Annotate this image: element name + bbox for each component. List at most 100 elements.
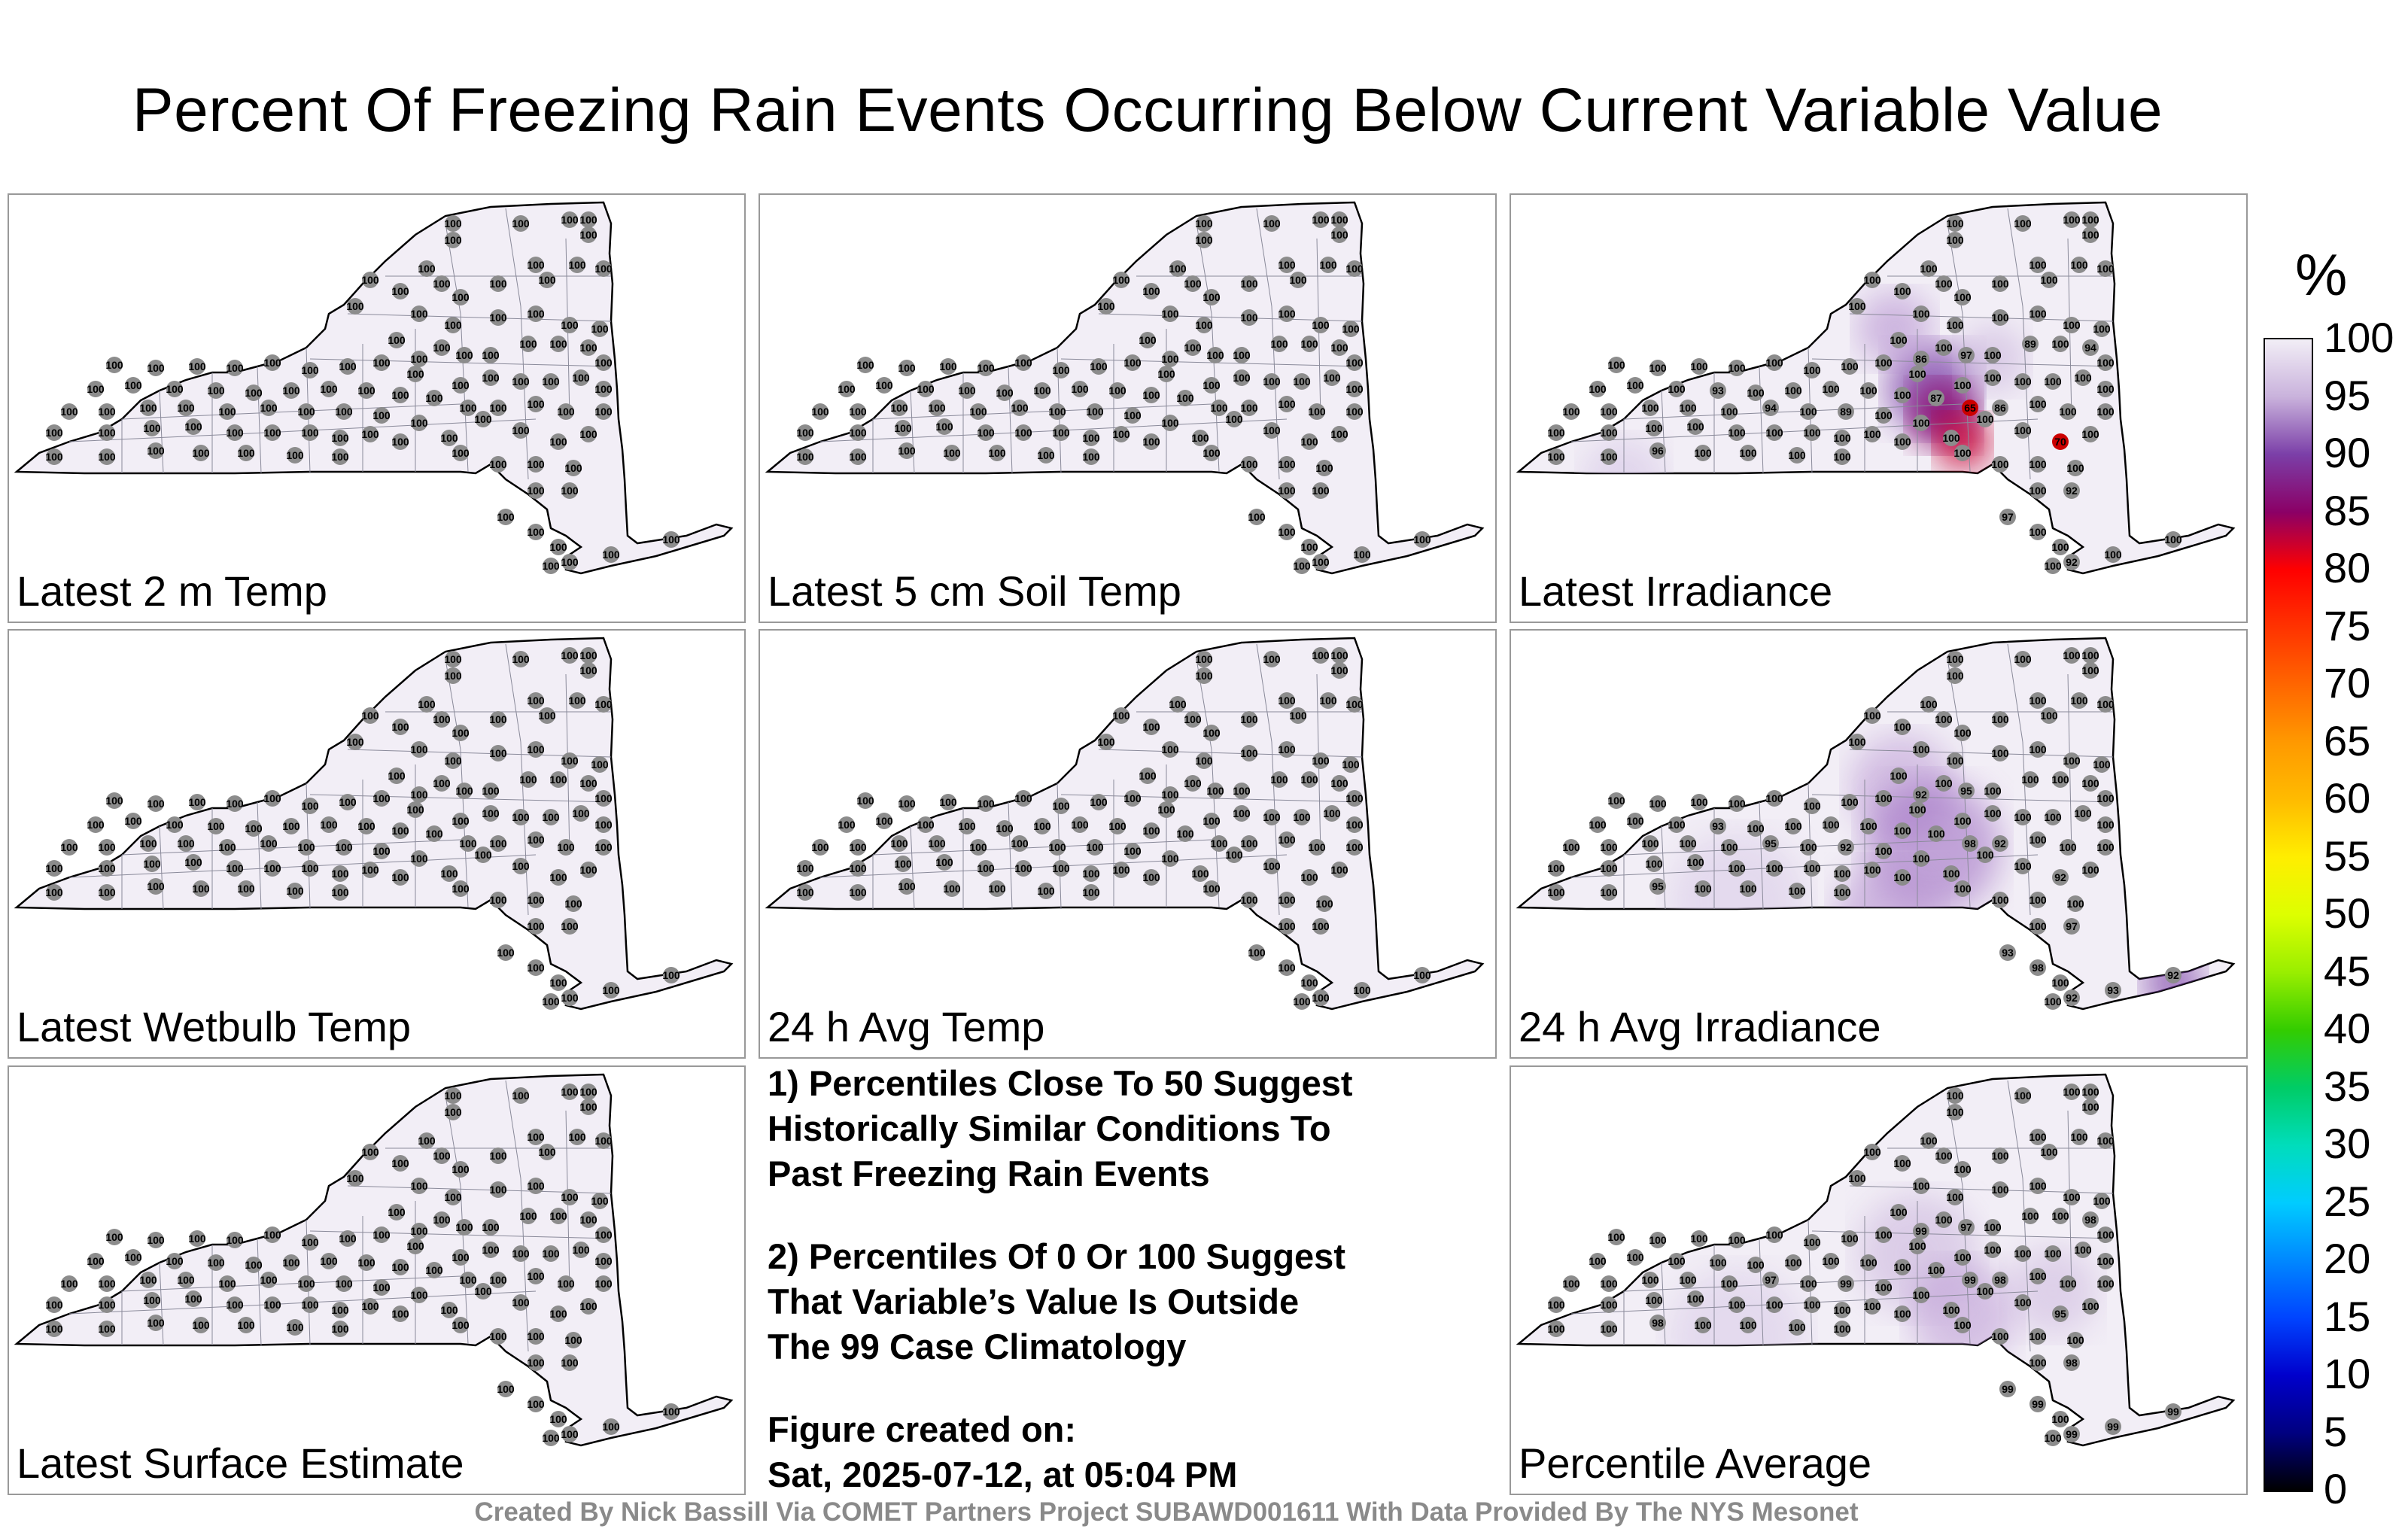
station-marker: 100 [147, 442, 165, 459]
station-marker: 100 [45, 1296, 63, 1313]
station-marker: 100 [1784, 818, 1802, 834]
station-value: 100 [564, 1334, 582, 1346]
station-value: 100 [1784, 820, 1802, 832]
station-marker: 100 [2063, 211, 2081, 228]
station-marker: 100 [1991, 892, 2009, 908]
station-marker: 100 [1589, 816, 1607, 833]
station-value: 100 [542, 1432, 560, 1444]
station-value: 100 [1330, 428, 1348, 440]
station-marker: 100 [1184, 339, 1202, 356]
station-marker: 100 [263, 1226, 281, 1243]
station-value: 100 [433, 342, 451, 354]
station-value: 100 [1912, 417, 1930, 429]
station-marker: 100 [1319, 692, 1337, 709]
station-marker: 100 [2066, 895, 2084, 912]
station-value: 100 [1169, 263, 1187, 275]
station-value: 100 [98, 1299, 116, 1311]
station-marker: 100 [943, 445, 961, 461]
station-value: 100 [2070, 259, 2088, 271]
station-value: 100 [1191, 868, 1209, 880]
station-value: 100 [894, 858, 912, 870]
station-marker: 100 [1765, 1226, 1783, 1243]
station-value: 100 [410, 1289, 428, 1301]
station-value: 100 [388, 1206, 406, 1218]
station-value: 97 [2066, 920, 2078, 932]
station-value: 100 [1641, 1274, 1659, 1286]
station-value: 100 [527, 1398, 545, 1410]
station-marker: 100 [2014, 858, 2032, 874]
station-value: 100 [1353, 984, 1371, 996]
station-marker: 100 [263, 354, 281, 371]
station-marker: 100 [218, 1275, 236, 1292]
station-value: 100 [105, 795, 123, 807]
county-line [257, 366, 262, 474]
station-value: 100 [579, 214, 597, 226]
station-marker: 100 [1108, 382, 1126, 399]
station-value: 100 [282, 1257, 300, 1269]
station-value: 100 [1014, 427, 1032, 439]
station-marker: 100 [1278, 305, 1296, 322]
station-value: 100 [2029, 834, 2047, 846]
station-value: 100 [579, 1086, 597, 1098]
station-value: 100 [361, 710, 379, 722]
station-marker: 100 [1690, 1230, 1708, 1247]
station-marker: 100 [2066, 460, 2084, 476]
station-marker: 100 [1765, 424, 1783, 441]
station-value: 100 [2081, 1086, 2099, 1098]
station-value: 100 [1315, 462, 1333, 474]
station-marker: 100 [237, 1317, 255, 1333]
panel-label: Latest 2 m Temp [17, 567, 327, 615]
station-marker: 100 [1195, 215, 1213, 232]
station-marker: 100 [1240, 456, 1258, 473]
station-value: 100 [1037, 449, 1055, 461]
station-marker: 100 [1984, 369, 2002, 386]
station-value: 100 [594, 698, 613, 710]
station-marker: 100 [2096, 403, 2115, 420]
station-marker: 100 [1720, 1275, 1738, 1292]
station-value: 100 [1694, 1319, 1712, 1331]
station-marker: 100 [60, 839, 78, 856]
station-marker: 100 [1600, 1321, 1618, 1337]
station-value: 100 [1202, 727, 1221, 739]
station-marker: 100 [1108, 818, 1126, 834]
station-value: 100 [489, 278, 507, 290]
station-value: 100 [410, 308, 428, 320]
station-marker: 100 [917, 816, 935, 833]
station-marker: 100 [594, 403, 613, 420]
station-value: 100 [226, 1234, 244, 1246]
station-value: 100 [2029, 259, 2047, 271]
station-value: 100 [1547, 451, 1565, 463]
station-marker: 100 [1641, 835, 1659, 852]
station-marker: 100 [542, 558, 560, 574]
station-value: 100 [143, 858, 161, 870]
station-marker: 100 [1090, 794, 1108, 810]
station-marker: 100 [1991, 1181, 2009, 1198]
county-line [1211, 313, 1220, 473]
station-value: 100 [1240, 278, 1258, 290]
station-value: 100 [1123, 409, 1142, 421]
station-marker: 100 [527, 456, 545, 473]
station-value: 100 [1342, 323, 1360, 335]
station-value: 100 [263, 427, 281, 439]
station-value: 100 [579, 649, 597, 661]
station-marker: 100 [1912, 1287, 1930, 1303]
station-value: 100 [1946, 755, 1964, 767]
panel-label: Latest 5 cm Soil Temp [768, 567, 1181, 615]
station-value: 100 [561, 319, 579, 331]
station-marker: 100 [1312, 317, 1330, 333]
station-value: 100 [549, 1413, 567, 1425]
station-value: 100 [1195, 670, 1213, 682]
station-marker: 95 [1958, 783, 1975, 799]
station-marker: 100 [1991, 745, 2009, 761]
station-value: 100 [1097, 300, 1115, 312]
station-value: 100 [1210, 402, 1228, 414]
station-value: 100 [1161, 853, 1179, 865]
station-value: 100 [1686, 421, 1704, 433]
station-value: 100 [2029, 398, 2047, 410]
station-marker: 100 [45, 860, 63, 877]
station-marker: 100 [2070, 1129, 2088, 1145]
station-value: 100 [561, 1086, 579, 1098]
station-marker: 100 [1157, 801, 1175, 818]
station-value: 100 [1626, 1251, 1644, 1263]
station-value: 100 [1893, 721, 1911, 733]
